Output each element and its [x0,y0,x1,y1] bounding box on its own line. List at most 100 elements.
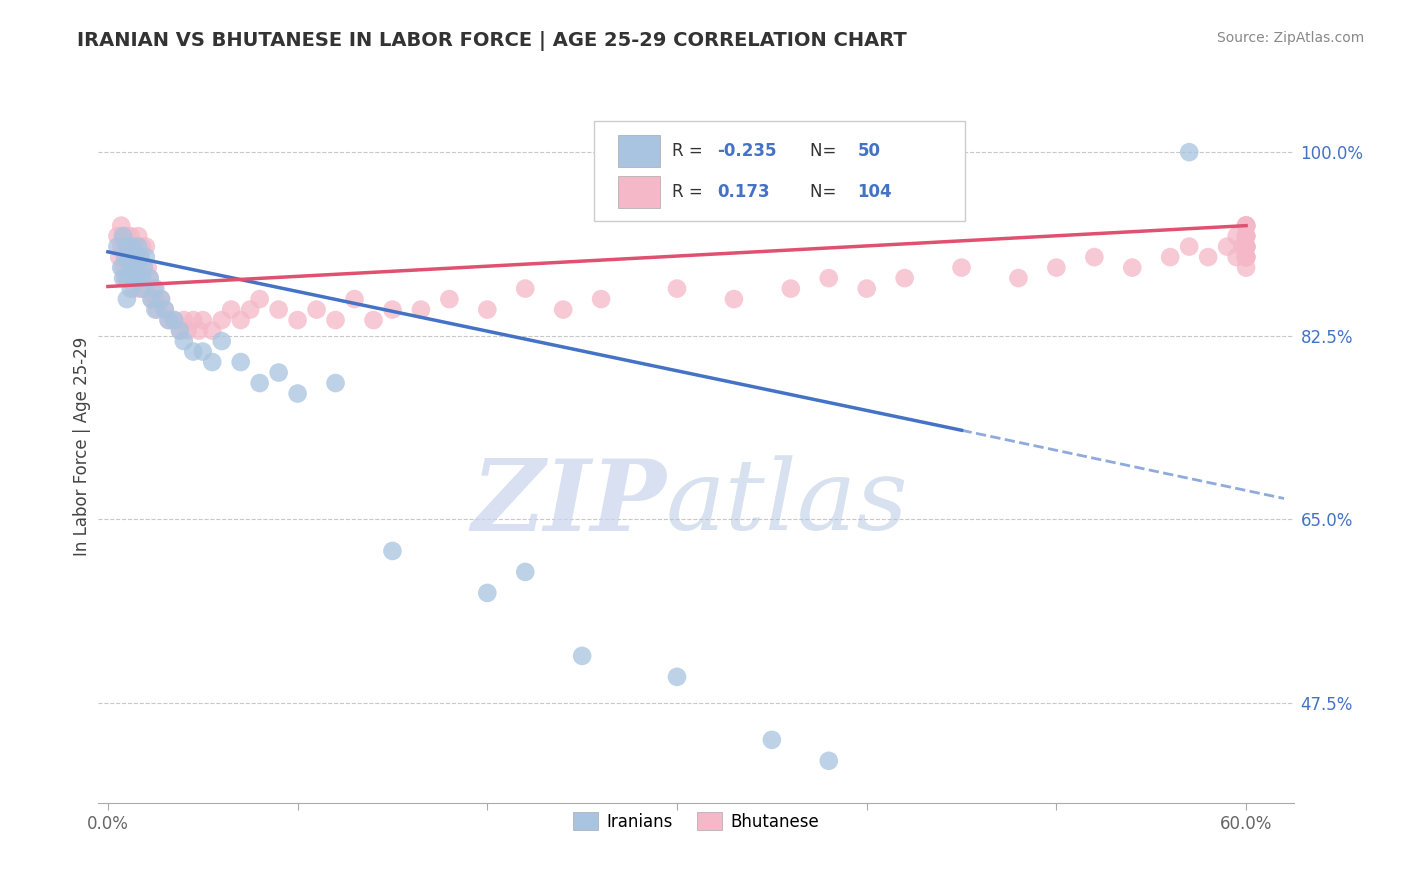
Point [515,565,537,579]
Point [249,376,271,390]
Point [950,260,973,275]
Point [1234,219,1257,233]
Point [141,292,163,306]
Point [1159,250,1181,264]
Point [219,302,242,317]
Point [124,282,146,296]
Point [343,292,366,306]
Point [1234,260,1257,275]
Text: IRANIAN VS BHUTANESE IN LABOR FORCE | AGE 25-29 CORRELATION CHART: IRANIAN VS BHUTANESE IN LABOR FORCE | AG… [77,31,907,51]
Point [191,313,214,327]
Point [135,282,157,296]
Point [132,260,155,275]
Point [1234,250,1257,264]
Point [1232,239,1254,253]
Point [169,324,191,338]
Point [138,271,160,285]
Point [1234,219,1257,233]
Point [1234,229,1257,244]
Point [112,260,135,275]
Point [135,250,157,264]
Point [181,344,204,359]
Point [108,250,131,264]
FancyBboxPatch shape [595,121,965,221]
Text: 104: 104 [858,183,891,201]
Point [127,260,149,275]
Point [125,260,148,275]
Point [1234,250,1257,264]
Text: N=: N= [810,142,841,160]
Point [1197,250,1219,264]
Point [127,239,149,253]
Point [1226,229,1249,244]
Point [477,586,499,600]
Point [131,282,153,296]
Point [325,313,347,327]
Point [110,239,132,253]
Point [666,670,689,684]
Point [131,239,153,253]
Point [1234,239,1257,253]
Point [143,292,166,306]
Point [515,282,537,296]
Y-axis label: In Labor Force | Age 25-29: In Labor Force | Age 25-29 [73,336,91,556]
Point [1178,145,1201,160]
Point [1234,250,1257,264]
Point [381,302,404,317]
Point [125,250,148,264]
Point [666,282,689,296]
Point [267,366,290,380]
Point [127,229,149,244]
Point [1045,260,1067,275]
Point [143,302,166,317]
Point [121,239,143,253]
Point [118,250,141,264]
Point [229,355,252,369]
Text: R =: R = [672,142,709,160]
Point [191,344,214,359]
Point [325,376,347,390]
Point [779,282,801,296]
Point [115,292,138,306]
Point [110,219,132,233]
Point [112,229,135,244]
Point [115,271,138,285]
Point [1226,250,1249,264]
Point [157,313,180,327]
Point [1234,219,1257,233]
Point [1234,250,1257,264]
Point [120,229,142,244]
Point [1234,239,1257,253]
Text: R =: R = [672,183,709,201]
Point [125,271,148,285]
Text: -0.235: -0.235 [717,142,778,160]
Point [121,239,143,253]
Text: 0.173: 0.173 [717,183,770,201]
Point [114,271,136,285]
Point [129,250,152,264]
Point [136,260,159,275]
Point [141,292,163,306]
Point [142,282,165,296]
Point [157,313,180,327]
Point [150,292,173,306]
Point [146,302,169,317]
Point [1234,229,1257,244]
FancyBboxPatch shape [619,135,661,167]
Point [138,271,160,285]
Point [114,250,136,264]
Point [112,229,135,244]
Point [1083,250,1105,264]
Point [817,754,839,768]
Point [211,334,233,348]
Point [1234,239,1257,253]
Point [1121,260,1143,275]
Point [439,292,461,306]
Point [176,324,198,338]
Point [163,313,186,327]
Point [150,292,173,306]
Point [143,282,166,296]
Point [239,302,262,317]
Point [135,239,157,253]
Point [118,260,141,275]
